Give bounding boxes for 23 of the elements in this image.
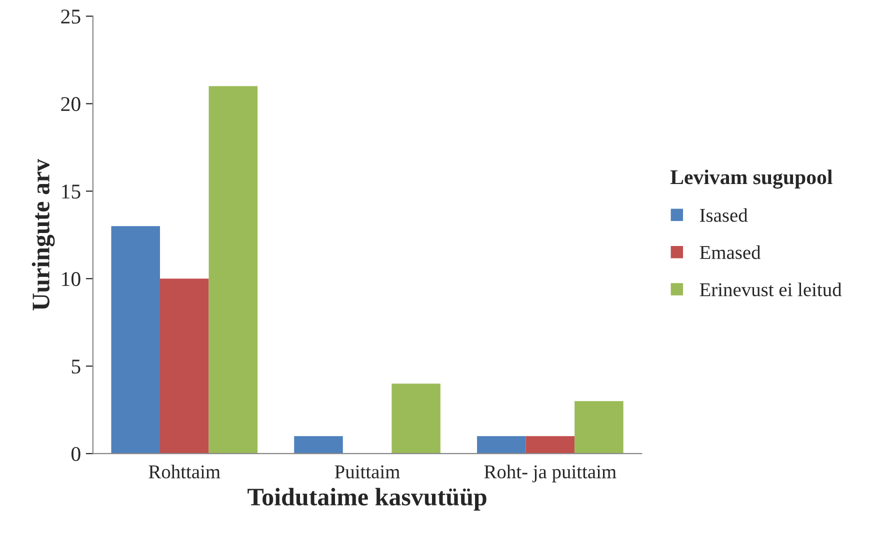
bar	[526, 436, 575, 454]
x-tick-label: Puittaim	[334, 465, 400, 478]
y-axis-title: Uuringute arv	[32, 158, 55, 310]
bar	[392, 384, 440, 454]
y-tick-label: 0	[71, 446, 80, 462]
legend-label: Isased	[700, 208, 748, 222]
legend-label: Emased	[700, 245, 761, 260]
x-tick-label: Roht- ja puittaim	[484, 464, 616, 482]
legend-title: Levivam sugupool	[670, 170, 832, 189]
bar	[160, 278, 209, 454]
y-tick-label: 15	[62, 184, 80, 199]
y-tick-label: 10	[62, 272, 80, 286]
legend-label: Erinevust ei leitud	[700, 282, 842, 296]
bar	[294, 436, 343, 454]
x-axis-title: Toidutaime kasvutüüp	[248, 488, 486, 511]
bar	[477, 436, 526, 454]
y-tick-label: 25	[61, 10, 80, 24]
bar	[111, 226, 160, 454]
x-tick-label: Rohttaim	[148, 464, 220, 478]
y-tick-label: 20	[61, 97, 80, 112]
bar	[208, 86, 258, 454]
bar	[574, 401, 624, 454]
y-tick-label: 5	[72, 360, 80, 374]
